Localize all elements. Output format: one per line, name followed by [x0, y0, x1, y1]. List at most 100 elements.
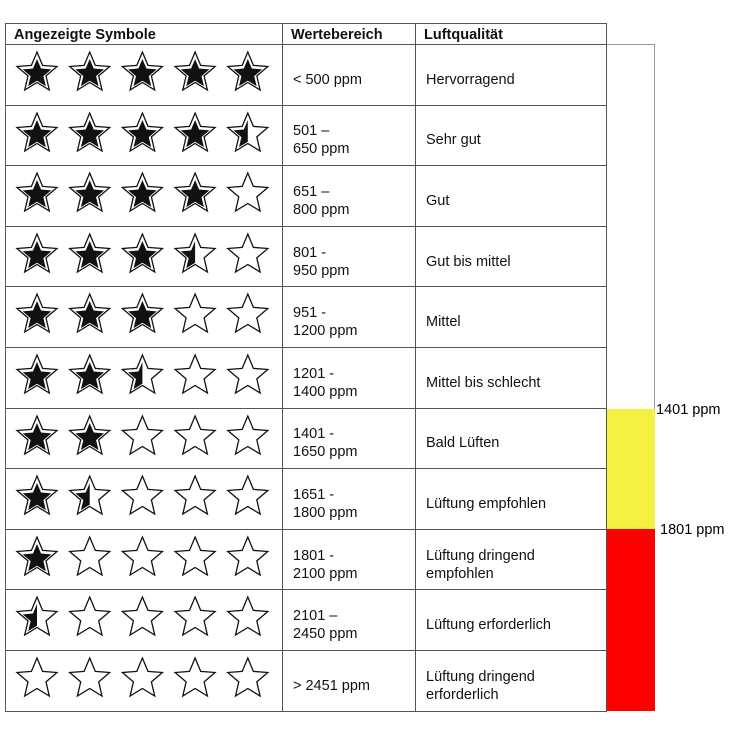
range-text: 651 –: [293, 183, 330, 200]
star-fill: [180, 119, 210, 147]
quality-text: Lüftung empfohlen: [426, 495, 547, 512]
star-fill: [22, 483, 52, 511]
range-text: < 500 ppm: [293, 71, 362, 88]
star-fill: [22, 362, 52, 390]
quality-cell: Mittel bis schlecht: [415, 347, 607, 409]
stars-cell: [5, 468, 283, 530]
star-fill: [180, 240, 196, 268]
star-rating: [15, 535, 270, 577]
star: [173, 292, 217, 334]
scale-label: 1801 ppm: [660, 522, 725, 538]
quality-text: Bald Lüften: [426, 435, 500, 452]
star-rating: [15, 232, 270, 274]
range-text: 1801 -: [293, 547, 335, 564]
star: [173, 353, 217, 395]
star-fill: [75, 301, 104, 329]
stars-cell: [5, 225, 283, 288]
quality-text: Hervorragend: [426, 71, 515, 88]
star-rating: [15, 171, 270, 213]
quality-text: Mittel: [426, 314, 461, 331]
star: [68, 595, 112, 637]
header-cell: Luftqualität: [415, 23, 607, 45]
quality-text: Lüftung erforderlich: [426, 617, 551, 634]
range-text: 2100 ppm: [293, 565, 358, 582]
range-text: 951 -: [293, 305, 327, 322]
star: [120, 474, 165, 516]
star: [120, 413, 165, 455]
quality-text: Sehr gut: [426, 132, 481, 149]
star-fill: [22, 180, 52, 208]
stars-cell: [5, 528, 283, 591]
quality-cell: Gut: [415, 165, 607, 227]
star-fill: [128, 240, 157, 268]
star-fill: [75, 362, 104, 390]
star: [120, 656, 165, 698]
quality-text: Mittel bis schlecht: [426, 374, 541, 391]
star-rating: [15, 474, 270, 516]
quality-text: Gut: [426, 192, 450, 209]
stars-cell: [5, 104, 283, 167]
star: [226, 353, 270, 395]
star-fill: [22, 301, 52, 329]
quality-cell: Lüftung erforderlich: [415, 589, 607, 651]
range-cell: 951 -1200 ppm: [282, 286, 416, 348]
range-cell: 1401 -1650 ppm: [282, 407, 416, 470]
range-text: 1200 ppm: [293, 323, 358, 340]
star: [68, 535, 112, 577]
range-text: 1201 -: [293, 365, 335, 382]
star-fill: [128, 59, 157, 87]
star: [173, 474, 217, 516]
star-fill: [75, 119, 104, 147]
star-fill: [180, 59, 210, 87]
star-rating: [15, 292, 270, 334]
star-rating: [15, 413, 270, 455]
star-fill: [75, 59, 104, 87]
star-fill: [128, 301, 157, 329]
range-cell: 1651 -1800 ppm: [282, 468, 416, 530]
range-text: 501 –: [293, 123, 330, 140]
stars-cell: [5, 286, 283, 348]
star: [226, 535, 270, 577]
star: [226, 292, 270, 334]
quality-cell: Mittel: [415, 286, 607, 348]
range-text: 650 ppm: [293, 141, 350, 158]
star: [120, 535, 165, 577]
stars-cell: [5, 589, 283, 651]
range-cell: 1801 -2100 ppm: [282, 528, 416, 591]
star-rating: [15, 110, 270, 152]
star: [226, 413, 270, 455]
stars-cell: [5, 650, 283, 712]
scale-yellow: [607, 409, 655, 529]
quality-cell: Hervorragend: [415, 44, 607, 106]
star-fill: [22, 240, 52, 268]
star-rating: [15, 353, 270, 395]
star-rating: [15, 656, 270, 698]
star-fill: [233, 119, 248, 147]
quality-cell: Lüftung empfohlen: [415, 468, 607, 530]
quality-cell: Lüftung dringend erforderlich: [415, 650, 607, 712]
stars-cell: [5, 44, 283, 106]
quality-cell: Bald Lüften: [415, 407, 607, 470]
scale-white: [607, 44, 655, 409]
star: [173, 535, 217, 577]
scale-red: [607, 529, 655, 711]
range-text: 1800 ppm: [293, 504, 358, 521]
range-text: 1650 ppm: [293, 444, 358, 461]
range-text: > 2451 ppm: [293, 677, 370, 694]
range-cell: > 2451 ppm: [282, 650, 416, 712]
quality-text: Lüftung dringend erforderlich: [426, 668, 535, 703]
star-fill: [128, 119, 157, 147]
star-rating: [15, 50, 270, 92]
range-text: 800 ppm: [293, 201, 350, 218]
star-fill: [75, 240, 104, 268]
range-text: 801 -: [293, 244, 327, 261]
star: [226, 595, 270, 637]
star: [173, 413, 217, 455]
star-fill: [22, 59, 52, 87]
header-cell: Angezeigte Symbole: [5, 23, 283, 45]
star-fill: [22, 422, 52, 450]
header-cell: Wertebereich: [282, 23, 416, 45]
star: [226, 171, 270, 213]
stars-cell: [5, 347, 283, 409]
